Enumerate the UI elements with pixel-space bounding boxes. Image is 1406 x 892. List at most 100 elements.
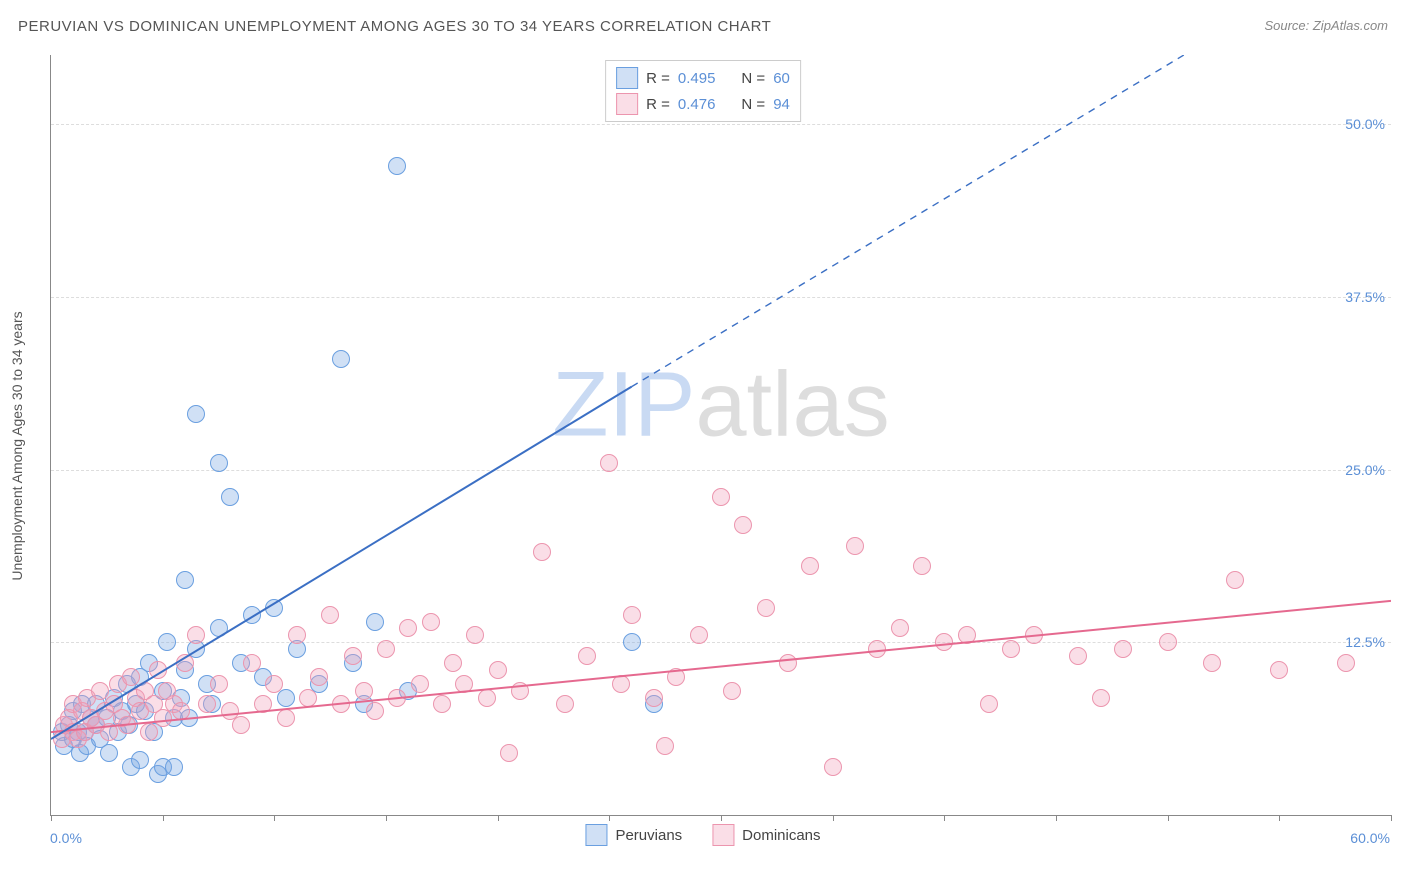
scatter-point bbox=[958, 626, 976, 644]
scatter-point bbox=[935, 633, 953, 651]
scatter-point bbox=[149, 661, 167, 679]
scatter-point bbox=[891, 619, 909, 637]
scatter-point bbox=[1092, 689, 1110, 707]
r-value-dominicans: 0.476 bbox=[678, 96, 716, 113]
x-tick bbox=[386, 815, 387, 821]
scatter-point bbox=[254, 695, 272, 713]
scatter-point bbox=[868, 640, 886, 658]
gridline bbox=[51, 642, 1391, 643]
scatter-point bbox=[444, 654, 462, 672]
scatter-point bbox=[1337, 654, 1355, 672]
x-tick bbox=[498, 815, 499, 821]
x-tick bbox=[944, 815, 945, 821]
n-value-peruvians: 60 bbox=[773, 70, 790, 87]
scatter-point bbox=[187, 405, 205, 423]
x-tick bbox=[721, 815, 722, 821]
scatter-point bbox=[210, 619, 228, 637]
scatter-point bbox=[399, 619, 417, 637]
header: PERUVIAN VS DOMINICAN UNEMPLOYMENT AMONG… bbox=[18, 18, 1388, 35]
y-tick-label: 37.5% bbox=[1345, 289, 1385, 305]
x-tick bbox=[1168, 815, 1169, 821]
scatter-point bbox=[690, 626, 708, 644]
y-axis-label-wrap: Unemployment Among Ages 30 to 34 years bbox=[9, 196, 27, 696]
n-value-dominicans: 94 bbox=[773, 96, 790, 113]
scatter-point bbox=[533, 543, 551, 561]
scatter-point bbox=[734, 516, 752, 534]
scatter-point bbox=[623, 606, 641, 624]
x-tick bbox=[833, 815, 834, 821]
scatter-point bbox=[100, 723, 118, 741]
scatter-point bbox=[667, 668, 685, 686]
series-legend: Peruvians Dominicans bbox=[585, 824, 820, 846]
scatter-point bbox=[600, 454, 618, 472]
scatter-point bbox=[172, 702, 190, 720]
scatter-point bbox=[299, 689, 317, 707]
scatter-point bbox=[265, 675, 283, 693]
scatter-point bbox=[913, 557, 931, 575]
scatter-point bbox=[411, 675, 429, 693]
x-tick bbox=[1056, 815, 1057, 821]
scatter-point bbox=[1226, 571, 1244, 589]
scatter-point bbox=[243, 654, 261, 672]
scatter-plot: ZIPatlas 12.5%25.0%37.5%50.0% bbox=[50, 55, 1391, 816]
scatter-point bbox=[712, 488, 730, 506]
scatter-point bbox=[455, 675, 473, 693]
legend-row-peruvians: R = 0.495 N = 60 bbox=[616, 65, 790, 91]
scatter-point bbox=[578, 647, 596, 665]
scatter-point bbox=[779, 654, 797, 672]
x-tick bbox=[163, 815, 164, 821]
scatter-point bbox=[422, 613, 440, 631]
swatch-dominicans bbox=[616, 93, 638, 115]
scatter-point bbox=[478, 689, 496, 707]
scatter-point bbox=[388, 689, 406, 707]
chart-title: PERUVIAN VS DOMINICAN UNEMPLOYMENT AMONG… bbox=[18, 18, 771, 35]
scatter-point bbox=[433, 695, 451, 713]
scatter-point bbox=[344, 647, 362, 665]
scatter-point bbox=[556, 695, 574, 713]
scatter-point bbox=[176, 571, 194, 589]
x-tick bbox=[274, 815, 275, 821]
scatter-point bbox=[158, 633, 176, 651]
scatter-point bbox=[232, 716, 250, 734]
scatter-point bbox=[723, 682, 741, 700]
scatter-point bbox=[165, 758, 183, 776]
y-tick-label: 12.5% bbox=[1345, 634, 1385, 650]
y-tick-label: 25.0% bbox=[1345, 462, 1385, 478]
scatter-point bbox=[118, 716, 136, 734]
watermark: ZIPatlas bbox=[552, 352, 889, 457]
scatter-point bbox=[187, 626, 205, 644]
r-value-peruvians: 0.495 bbox=[678, 70, 716, 87]
scatter-point bbox=[980, 695, 998, 713]
scatter-point bbox=[612, 675, 630, 693]
scatter-point bbox=[623, 633, 641, 651]
scatter-point bbox=[310, 668, 328, 686]
scatter-point bbox=[288, 626, 306, 644]
scatter-point bbox=[656, 737, 674, 755]
scatter-point bbox=[1069, 647, 1087, 665]
scatter-point bbox=[210, 675, 228, 693]
scatter-point bbox=[332, 350, 350, 368]
scatter-point bbox=[1159, 633, 1177, 651]
scatter-point bbox=[221, 488, 239, 506]
x-tick bbox=[1391, 815, 1392, 821]
scatter-point bbox=[388, 157, 406, 175]
scatter-point bbox=[1114, 640, 1132, 658]
legend-row-dominicans: R = 0.476 N = 94 bbox=[616, 91, 790, 117]
scatter-point bbox=[332, 695, 350, 713]
scatter-point bbox=[1002, 640, 1020, 658]
scatter-point bbox=[131, 751, 149, 769]
legend-item-peruvians: Peruvians bbox=[585, 824, 682, 846]
scatter-point bbox=[511, 682, 529, 700]
gridline bbox=[51, 297, 1391, 298]
scatter-point bbox=[645, 689, 663, 707]
trend-lines bbox=[51, 55, 1391, 815]
scatter-point bbox=[466, 626, 484, 644]
scatter-point bbox=[140, 723, 158, 741]
scatter-point bbox=[1270, 661, 1288, 679]
correlation-legend: R = 0.495 N = 60 R = 0.476 N = 94 bbox=[605, 60, 801, 122]
swatch-dominicans bbox=[712, 824, 734, 846]
gridline bbox=[51, 470, 1391, 471]
scatter-point bbox=[176, 654, 194, 672]
source-label: Source: ZipAtlas.com bbox=[1264, 18, 1388, 33]
scatter-point bbox=[198, 695, 216, 713]
